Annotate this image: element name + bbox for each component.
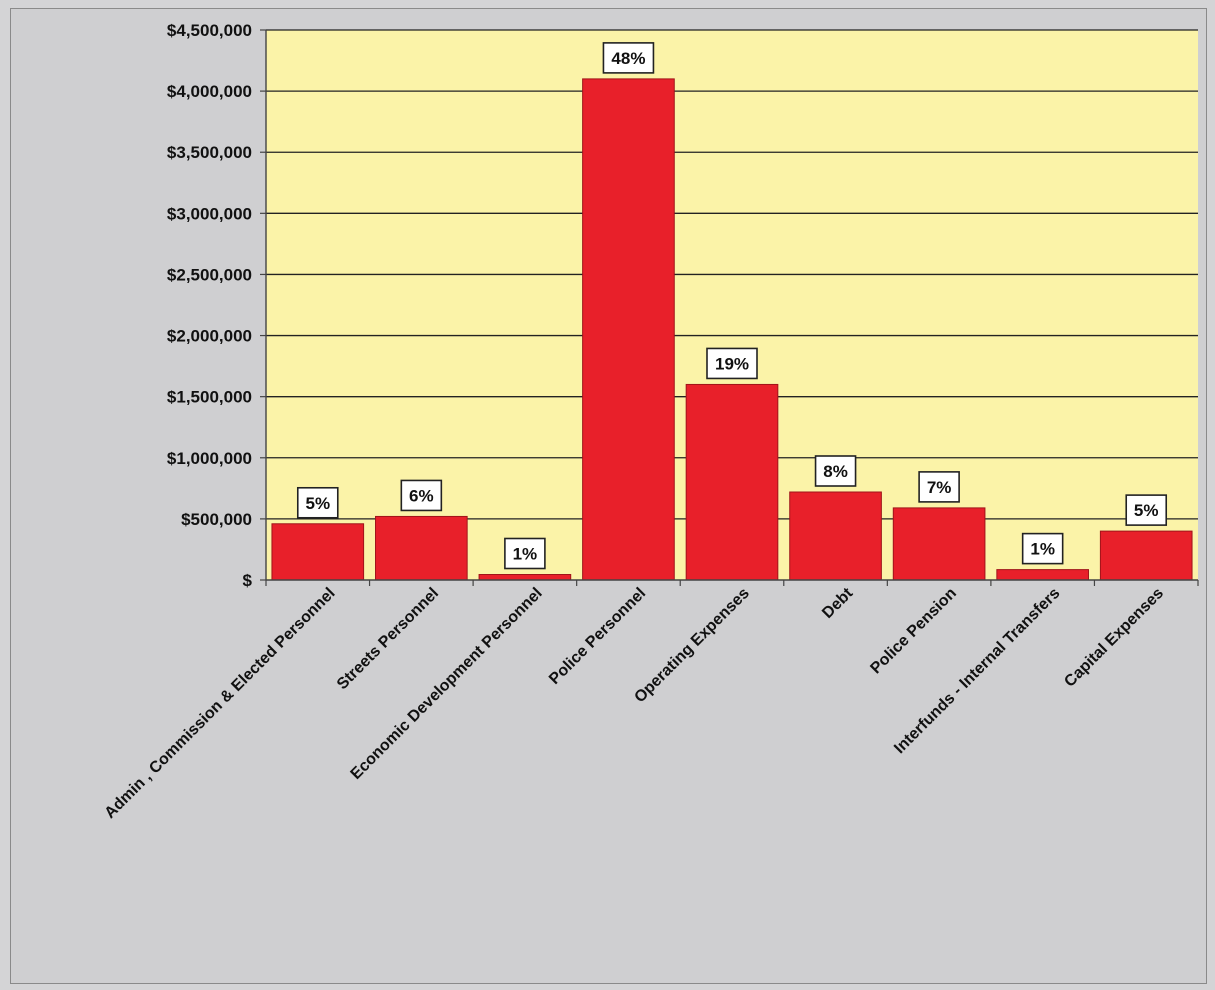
y-tick-label: $2,500,000 [167, 265, 252, 284]
axes [265, 30, 1199, 586]
chart-frame: $ $500,000 $1,000,000 $1,500,000 $2,000,000 $… [10, 8, 1207, 984]
data-label: 19% [706, 347, 758, 380]
x-category-label: Debt [819, 584, 857, 622]
data-label-text: 7% [927, 478, 952, 497]
data-label: 1% [504, 537, 546, 570]
bar [996, 569, 1089, 581]
x-category-label: Operating Expenses [631, 585, 752, 706]
y-tick-label: $500,000 [181, 510, 252, 529]
bar [1099, 530, 1193, 581]
x-category-label: Police Pension [867, 585, 959, 677]
data-label-text: 5% [1134, 501, 1159, 520]
data-label-text: 1% [513, 545, 538, 564]
bars [271, 78, 1193, 581]
x-category-label: Admin , Commission & Elected Personnel [102, 585, 339, 822]
x-category-label: Capital Expenses [1061, 585, 1167, 691]
data-labels: 5% 6% 1% 48% 19% 8% 7% 1% 5% [296, 42, 1168, 570]
y-tick-label: $ [243, 571, 253, 590]
x-category-label: Streets Personnel [334, 585, 442, 693]
x-category-label: Interfunds - Internal Transfers [891, 585, 1063, 757]
data-label: 1% [1021, 532, 1064, 565]
bar [685, 383, 779, 581]
y-tick-label: $3,000,000 [167, 204, 252, 223]
data-label: 7% [918, 471, 960, 503]
data-label-box [504, 537, 546, 570]
bar [375, 515, 468, 581]
data-label-box [918, 471, 960, 503]
y-tick-label: $1,000,000 [167, 449, 252, 468]
data-label-text: 5% [305, 494, 330, 513]
y-tick-label: $2,000,000 [167, 327, 252, 346]
data-label-box [602, 42, 655, 74]
data-label-box [814, 455, 857, 487]
y-tick-label: $3,500,000 [167, 143, 252, 162]
data-label: 6% [400, 479, 443, 512]
bar [271, 523, 365, 581]
data-label-text: 48% [611, 49, 645, 68]
y-axis-tick-labels: $ $500,000 $1,000,000 $1,500,000 $2,000,000 $… [167, 21, 253, 590]
bar [582, 78, 675, 581]
data-label-box [296, 486, 339, 519]
data-label-text: 1% [1030, 540, 1055, 559]
data-label: 5% [1125, 494, 1168, 526]
y-tick-label: $4,000,000 [167, 82, 252, 101]
data-label-box [706, 347, 758, 380]
x-axis-category-labels: Admin , Commission & Elected PersonnelSt… [102, 584, 1168, 822]
data-label-box [1021, 532, 1064, 565]
x-category-label: Police Personnel [546, 585, 649, 688]
bar-chart: $ $500,000 $1,000,000 $1,500,000 $2,000,000 $… [102, 21, 1199, 822]
data-label: 48% [602, 42, 655, 74]
bar [478, 574, 572, 581]
data-label-box [1125, 494, 1168, 526]
data-label-text: 19% [715, 354, 749, 373]
data-label: 5% [296, 486, 339, 519]
y-tick-label: $4,500,000 [167, 21, 252, 40]
x-category-label: Economic Development Personnel [348, 585, 546, 783]
bar [892, 507, 986, 581]
data-label-text: 6% [409, 486, 434, 505]
data-label-text: 8% [823, 462, 848, 481]
data-label-box [400, 479, 443, 512]
bar [789, 491, 882, 581]
data-label: 8% [814, 455, 857, 487]
y-tick-label: $1,500,000 [167, 388, 252, 407]
